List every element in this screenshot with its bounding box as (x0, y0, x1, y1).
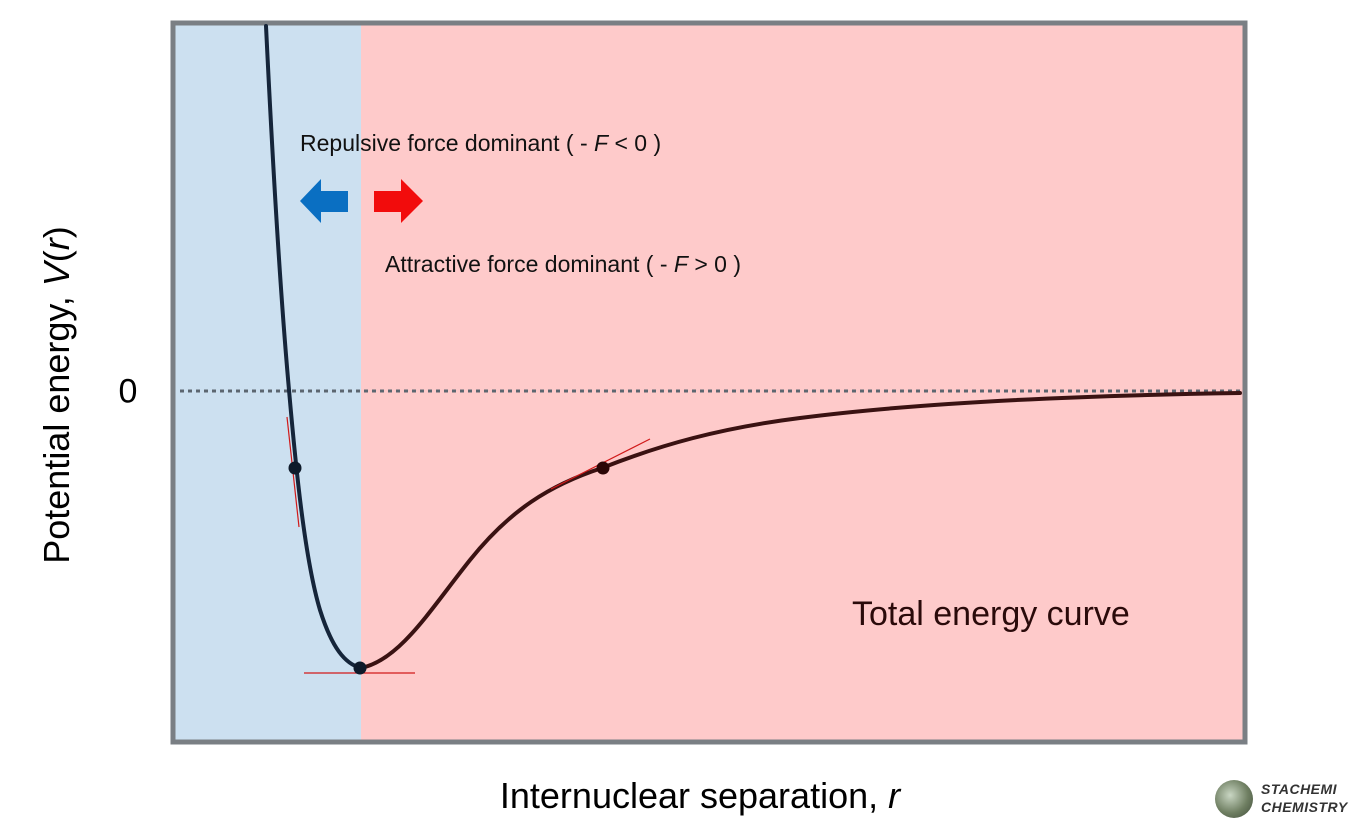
y-axis-label: Potential energy, V(r) (36, 226, 77, 564)
curve-repulsive-branch (264, 24, 363, 670)
point-repulsive (288, 461, 302, 475)
x-axis-label-variable: r (888, 775, 901, 816)
y-axis-label-variable: V (36, 262, 77, 287)
point-minimum (353, 661, 367, 675)
y-axis-label-argument: r (36, 238, 77, 251)
attractive-annotation: Attractive force dominant ( - F > 0 ) (385, 251, 742, 277)
left-arrow-icon (300, 179, 348, 223)
curve-title: Total energy curve (852, 595, 1130, 633)
attractive-region (361, 24, 1244, 741)
logo-line-2: CHEMISTRY (1261, 799, 1348, 815)
repulsive-annotation: Repulsive force dominant ( - F < 0 ) (300, 130, 662, 156)
repulsive-force-variable: F (594, 130, 609, 156)
logo-line-1: STACHEMI (1261, 781, 1338, 797)
plot-frame (170, 20, 1248, 745)
stachemi-logo-icon (1215, 780, 1253, 818)
x-axis-label: Internuclear separation, r (499, 775, 901, 816)
stachemi-logo: STACHEMI CHEMISTRY (1215, 778, 1365, 822)
point-attractive (596, 461, 610, 475)
curve-attractive-branch (359, 391, 1242, 670)
repulsive-region (174, 24, 361, 741)
attractive-force-variable: F (673, 251, 688, 277)
right-arrow-icon (374, 179, 423, 223)
zero-tick-label: 0 (118, 372, 138, 411)
